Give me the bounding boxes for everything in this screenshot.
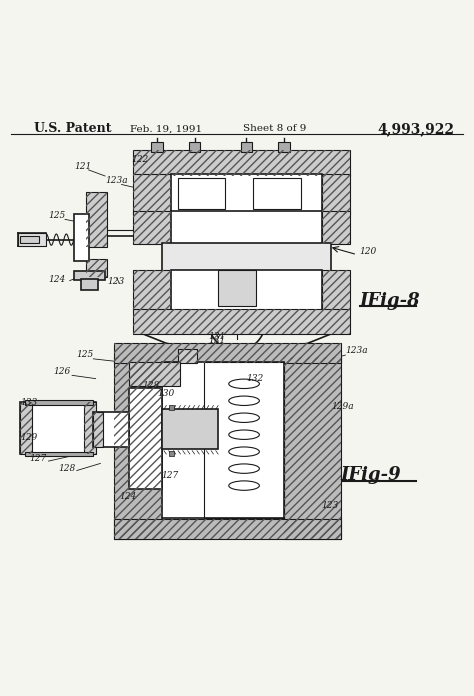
Bar (162, 244, 331, 273)
Text: 128: 128 (58, 464, 75, 473)
Bar (178, 349, 197, 363)
Text: 123a: 123a (105, 176, 128, 185)
Bar (18, 233, 46, 246)
Bar (128, 362, 181, 386)
Bar (322, 212, 350, 244)
Text: 130: 130 (157, 389, 174, 398)
Bar (84, 402, 96, 454)
Bar (241, 142, 252, 152)
Bar (82, 279, 98, 290)
Bar (115, 343, 341, 363)
Bar (20, 402, 32, 454)
Bar (171, 212, 322, 244)
Bar (115, 343, 341, 363)
Bar (284, 358, 341, 539)
Bar (133, 270, 171, 310)
Bar (178, 178, 225, 209)
Bar (322, 270, 350, 310)
Bar (169, 451, 174, 457)
Text: 121: 121 (74, 162, 91, 171)
Bar (20, 236, 39, 244)
Bar (322, 173, 350, 214)
Text: 122: 122 (131, 155, 148, 164)
Bar (133, 309, 350, 334)
Bar (93, 411, 103, 447)
Bar (254, 178, 301, 209)
Text: 123a: 123a (346, 346, 368, 355)
Bar (128, 362, 181, 386)
Bar (128, 388, 162, 489)
Text: 124: 124 (48, 275, 66, 284)
Bar (133, 270, 171, 310)
Bar (133, 309, 350, 334)
Text: 127: 127 (162, 470, 179, 480)
Bar (84, 402, 96, 454)
Bar (178, 349, 197, 363)
Bar (133, 173, 171, 214)
Text: 124: 124 (119, 492, 137, 501)
Text: 129a: 129a (331, 402, 354, 411)
Bar (115, 519, 341, 539)
Bar (204, 362, 284, 518)
Bar (74, 271, 105, 280)
Text: 123: 123 (108, 278, 125, 286)
Bar (169, 404, 174, 410)
Text: 131: 131 (209, 331, 226, 340)
Text: 4,993,922: 4,993,922 (378, 122, 455, 136)
Text: 127: 127 (30, 454, 47, 463)
Bar (151, 142, 163, 152)
Bar (93, 411, 128, 447)
Bar (322, 173, 350, 214)
Text: U.S. Patent: U.S. Patent (35, 122, 112, 136)
Bar (284, 358, 341, 539)
Bar (133, 212, 171, 244)
Bar (25, 452, 93, 457)
Bar (322, 270, 350, 310)
Text: 123: 123 (322, 501, 339, 510)
Text: Sheet 8 of 9: Sheet 8 of 9 (243, 125, 306, 134)
Bar (86, 260, 108, 277)
Text: Feb. 19, 1991: Feb. 19, 1991 (130, 125, 202, 134)
Text: 125: 125 (48, 212, 66, 221)
Bar (133, 150, 350, 176)
Text: 126: 126 (53, 367, 71, 376)
Text: 125: 125 (77, 350, 94, 359)
Bar (25, 400, 93, 404)
Bar (171, 173, 322, 214)
Bar (162, 409, 218, 450)
Text: 131: 131 (209, 336, 226, 345)
Bar (74, 214, 89, 261)
Bar (189, 142, 200, 152)
Bar (86, 260, 108, 277)
Bar (32, 234, 45, 245)
Bar (86, 193, 108, 246)
Text: 128: 128 (143, 381, 160, 390)
Text: 133: 133 (20, 397, 37, 406)
Bar (162, 362, 284, 518)
Bar (20, 402, 32, 454)
Bar (171, 270, 322, 310)
Bar (133, 173, 171, 214)
Bar (278, 142, 290, 152)
Text: 132: 132 (246, 374, 264, 383)
Bar (86, 193, 108, 246)
Bar (115, 358, 162, 539)
Bar (93, 411, 103, 447)
Text: IFig-9: IFig-9 (341, 466, 401, 484)
Bar (133, 212, 171, 244)
Bar (115, 358, 162, 539)
Bar (322, 212, 350, 244)
Bar (218, 270, 256, 306)
Text: 129: 129 (20, 433, 37, 442)
Bar (115, 519, 341, 539)
Text: IFig-8: IFig-8 (359, 292, 420, 310)
Bar (133, 150, 350, 176)
Bar (20, 402, 96, 454)
Text: 120: 120 (359, 247, 377, 255)
